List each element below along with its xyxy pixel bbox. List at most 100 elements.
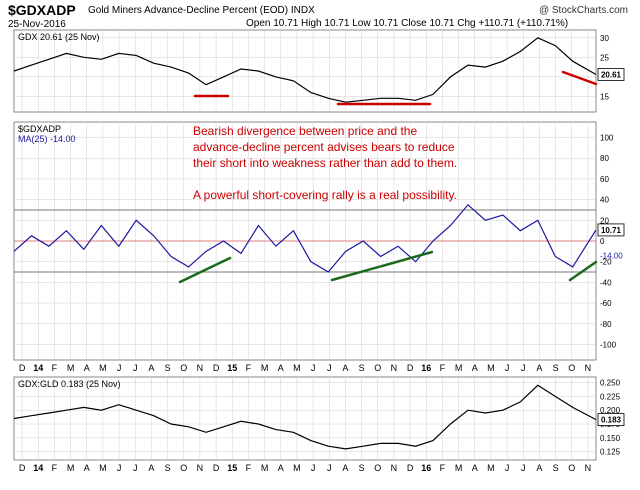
y-tick-label: 20 xyxy=(600,216,609,225)
y-tick-label: 25 xyxy=(600,53,609,62)
y-tick-label: 40 xyxy=(600,196,609,205)
x-tick-label: O xyxy=(568,463,575,473)
y-tick-label: -20 xyxy=(600,258,612,267)
y-tick-label: 0.250 xyxy=(600,379,621,388)
x-tick-label: M xyxy=(67,363,75,373)
x-tick-label: 16 xyxy=(421,463,431,473)
x-tick-label: D xyxy=(407,463,414,473)
bearish-divergence-line xyxy=(561,70,598,86)
x-tick-label: J xyxy=(117,363,122,373)
panel-frame xyxy=(13,376,597,461)
x-tick-label: A xyxy=(472,363,478,373)
x-tick-label: S xyxy=(359,463,365,473)
chart-quote: Open 10.71 High 10.71 Low 10.71 Close 10… xyxy=(246,18,569,29)
x-tick-label: M xyxy=(487,463,495,473)
x-tick-label: A xyxy=(148,363,154,373)
legend-label: GDX 20.61 (25 Nov) xyxy=(18,32,100,42)
x-tick-label: A xyxy=(472,463,478,473)
x-tick-label: F xyxy=(246,363,252,373)
x-tick-label: 14 xyxy=(33,463,43,473)
x-tick-label: J xyxy=(505,363,510,373)
x-tick-label: M xyxy=(261,463,269,473)
x-tick-label: F xyxy=(246,463,252,473)
x-tick-label: J xyxy=(327,463,332,473)
x-tick-label: A xyxy=(278,363,284,373)
x-tick-label: J xyxy=(311,463,316,473)
x-tick-label: A xyxy=(342,363,348,373)
chart-date: 25-Nov-2016 xyxy=(8,19,66,30)
x-tick-label: N xyxy=(197,363,204,373)
x-tick-label: M xyxy=(293,363,301,373)
legend-label: GDX:GLD 0.183 (25 Nov) xyxy=(18,379,121,389)
x-tick-label: O xyxy=(374,363,381,373)
x-tick-label: O xyxy=(568,363,575,373)
legend-label: $GDXADP xyxy=(18,124,61,134)
x-tick-label: N xyxy=(197,463,204,473)
x-tick-label: J xyxy=(133,363,138,373)
y-tick-label: -100 xyxy=(600,340,617,349)
x-tick-label: S xyxy=(165,363,171,373)
y-tick-label: 0.200 xyxy=(600,406,621,415)
x-tick-label: D xyxy=(19,363,26,373)
ma-value-label: -14.00 xyxy=(600,251,623,260)
x-tick-label: A xyxy=(342,463,348,473)
x-tick-label: J xyxy=(505,463,510,473)
x-tick-label: J xyxy=(327,363,332,373)
y-tick-label: 0.225 xyxy=(600,392,621,401)
x-tick-label: F xyxy=(52,363,58,373)
last-value-box xyxy=(597,413,625,427)
y-tick-label: 0.125 xyxy=(600,448,621,457)
x-tick-label: A xyxy=(148,463,154,473)
last-value-label: 20.61 xyxy=(601,70,622,79)
last-value-box xyxy=(597,223,625,237)
x-tick-label: A xyxy=(278,463,284,473)
x-tick-label: M xyxy=(99,363,107,373)
x-tick-label: M xyxy=(487,363,495,373)
x-tick-label: M xyxy=(261,363,269,373)
x-tick-label: J xyxy=(117,463,122,473)
x-tick-label: D xyxy=(19,463,26,473)
bullish-divergence-line xyxy=(568,260,598,282)
series-line xyxy=(13,203,597,273)
x-tick-label: M xyxy=(293,463,301,473)
last-value-label: 0.183 xyxy=(601,416,622,425)
series-line xyxy=(13,37,597,103)
x-tick-label: F xyxy=(440,463,446,473)
annotation-line: Bearish divergence between price and the xyxy=(193,124,417,138)
x-tick-label: M xyxy=(67,463,75,473)
x-tick-label: 15 xyxy=(227,363,237,373)
y-tick-label: 80 xyxy=(600,154,609,163)
y-tick-label: 60 xyxy=(600,175,609,184)
x-tick-label: O xyxy=(374,463,381,473)
x-tick-label: M xyxy=(455,463,463,473)
x-tick-label: O xyxy=(180,463,187,473)
x-tick-label: J xyxy=(521,463,526,473)
last-value-box xyxy=(597,68,625,81)
bullish-divergence-line xyxy=(330,250,434,282)
chart-description: Gold Miners Advance-Decline Percent (EOD… xyxy=(88,5,315,16)
y-tick-label: 100 xyxy=(600,134,614,143)
y-tick-label: 15 xyxy=(600,92,609,101)
x-tick-label: N xyxy=(585,363,592,373)
y-tick-label: -80 xyxy=(600,320,612,329)
x-tick-label: A xyxy=(536,463,542,473)
annotation-line: A powerful short-covering rally is a rea… xyxy=(193,188,457,202)
y-tick-label: -40 xyxy=(600,278,612,287)
x-tick-label: J xyxy=(311,363,316,373)
x-tick-label: N xyxy=(585,463,592,473)
x-tick-label: A xyxy=(84,363,90,373)
y-tick-label: -60 xyxy=(600,299,612,308)
x-tick-label: J xyxy=(521,363,526,373)
legend-ma-label: MA(25) -14.00 xyxy=(18,134,76,144)
chart-symbol: $GDXADP xyxy=(8,2,76,18)
x-tick-label: S xyxy=(553,463,559,473)
x-tick-label: S xyxy=(165,463,171,473)
x-tick-label: M xyxy=(99,463,107,473)
x-tick-label: A xyxy=(84,463,90,473)
annotation-line: their short into weakness rather than ad… xyxy=(193,156,457,170)
x-tick-label: O xyxy=(180,363,187,373)
x-tick-label: N xyxy=(391,363,398,373)
x-tick-label: J xyxy=(133,463,138,473)
